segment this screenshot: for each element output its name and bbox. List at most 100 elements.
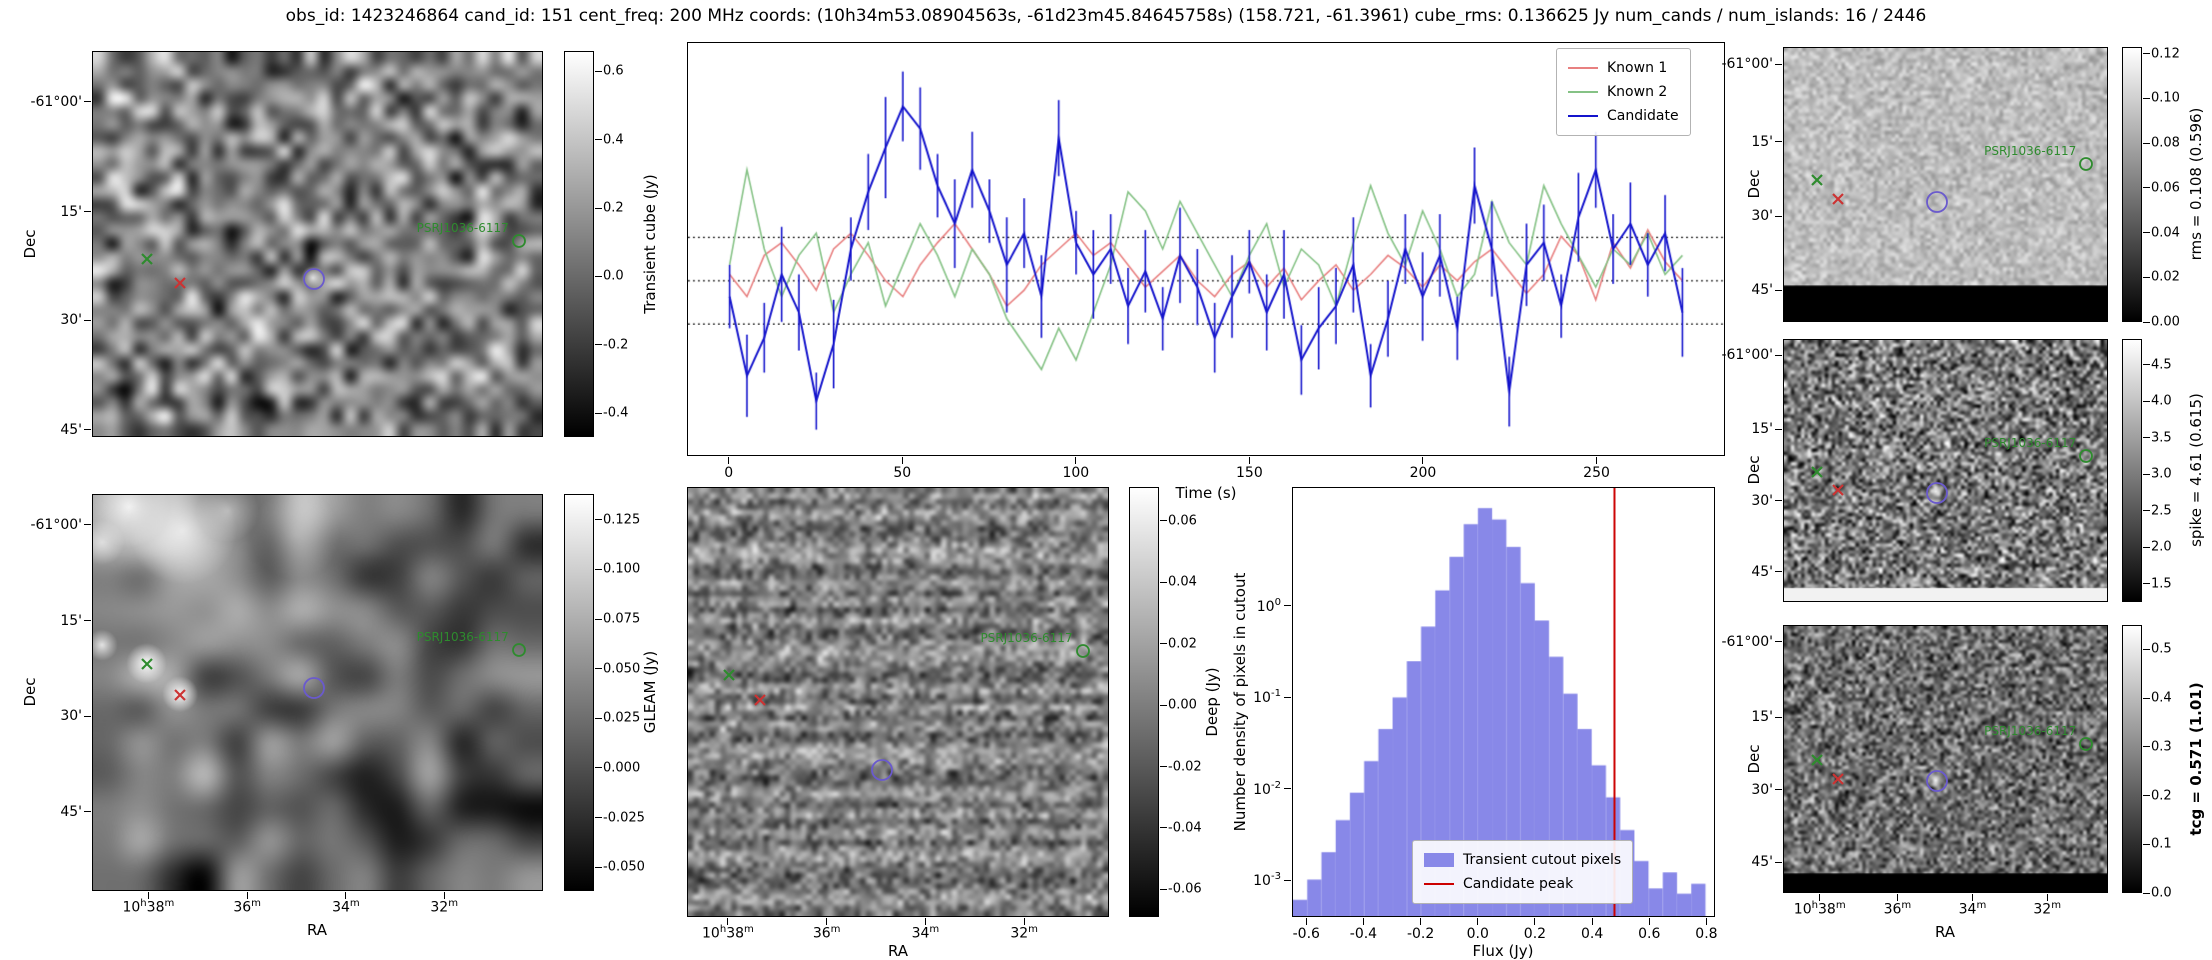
dec-tick-label: 30' [1751, 208, 1773, 225]
dec-tick-label: 45' [60, 803, 82, 820]
ra-tick-label: 32m [430, 898, 459, 916]
spike-colorbar-label: spike = 4.61 (0.615) [2187, 393, 2205, 547]
known1-x-marker [753, 693, 766, 706]
dec-axis-label-spike: Dec [1745, 455, 1763, 485]
candidate-circle-marker [303, 677, 325, 699]
catalog-source-label: PSRJ1036-6117 [1984, 435, 2077, 450]
colorbar-tick-label: 0.08 [2151, 135, 2180, 151]
flux-tick-label: -0.2 [1406, 926, 1435, 942]
tick-mark [826, 918, 828, 925]
tick-mark [1160, 704, 1167, 706]
time-axis-label: Time (s) [1175, 484, 1237, 502]
ra-tick-label: 32m [1010, 924, 1038, 942]
known2-x-marker [140, 658, 153, 670]
colorbar-tick-label: 0.02 [1168, 636, 1197, 652]
spike-colorbar [2122, 339, 2142, 602]
tick-mark [1775, 861, 1782, 863]
time-tick-label: 0 [724, 465, 734, 481]
colorbar-tick-label: 0.2 [603, 200, 624, 216]
tick-mark [1284, 696, 1291, 698]
tick-mark [2143, 276, 2150, 278]
tick-mark [1284, 605, 1291, 607]
flux-tick-label: 0.0 [1466, 926, 1489, 942]
colorbar-tick-label: 0.000 [603, 760, 641, 776]
tick-mark [1591, 918, 1593, 925]
legend-entry-candidate-peak: Candidate peak [1424, 872, 1621, 896]
flux-tick-label: 0.2 [1523, 926, 1547, 942]
colorbar-tick-label: 0.4 [603, 132, 624, 148]
tick-mark [2143, 697, 2150, 699]
known1-x-marker [174, 689, 187, 701]
tick-mark [595, 717, 602, 719]
gleam-colorbar-label: GLEAM (Jy) [641, 650, 659, 734]
ra-tick-label: 10h38m [701, 924, 754, 942]
legend-line-swatch [1568, 67, 1598, 69]
tick-mark [1160, 581, 1167, 583]
catalog-source-label: PSRJ1036-6117 [416, 220, 509, 235]
tick-mark [924, 918, 926, 925]
tick-mark [2143, 648, 2150, 650]
catalog-circle-marker [511, 642, 526, 657]
tick-mark [1284, 788, 1291, 790]
dec-tick-label: 30' [60, 708, 82, 725]
tick-mark [1362, 918, 1364, 925]
colorbar-tick-label: 0.050 [603, 661, 641, 677]
colorbar-tick-label: 0.2 [2151, 788, 2172, 804]
ra-tick-label: 32m [2033, 900, 2062, 918]
rms-cutout-panel: PSRJ1036-6117 [1783, 47, 2108, 322]
colorbar-tick-label: -0.025 [603, 810, 645, 826]
tick-mark [2143, 473, 2150, 475]
tick-mark [84, 211, 91, 213]
tick-mark [2143, 795, 2150, 797]
legend-label: Transient cutout pixels [1463, 852, 1622, 868]
dec-tick-label: 30' [1751, 781, 1773, 798]
transient-cube-cutout-panel: PSRJ1036-6117 [92, 51, 543, 437]
known2-x-marker [1810, 754, 1823, 766]
flux-axis-label: Flux (Jy) [1472, 942, 1534, 960]
tick-mark [1534, 918, 1536, 925]
dec-tick-label: -61°00' [30, 516, 82, 533]
candidate-circle-marker [1925, 481, 1948, 504]
tick-mark [2143, 892, 2150, 894]
flux-tick-label: -0.4 [1349, 926, 1378, 942]
tcg-colorbar-label: tcg = 0.571 (1.01) [2187, 682, 2205, 836]
tick-mark [595, 618, 602, 620]
colorbar-tick-label: 0.4 [2151, 690, 2172, 706]
tick-mark [2143, 232, 2150, 234]
tick-mark [1775, 500, 1782, 502]
tick-mark [1775, 789, 1782, 791]
known1-x-marker [174, 277, 187, 289]
catalog-circle-marker [1075, 644, 1090, 659]
tick-mark [84, 101, 91, 103]
tick-mark [1160, 643, 1167, 645]
tick-mark [1596, 457, 1598, 464]
ra-tick-label: 36m [233, 898, 261, 916]
dec-tick-label: 45' [1751, 563, 1773, 580]
tick-mark [1305, 918, 1307, 925]
colorbar-tick-label: -0.050 [603, 859, 645, 875]
flux-tick-label: -0.6 [1292, 926, 1320, 942]
tick-mark [1775, 63, 1782, 65]
tick-mark [1775, 354, 1782, 356]
tick-mark [595, 866, 602, 868]
tick-mark [84, 319, 91, 321]
known2-x-marker [1810, 174, 1823, 186]
gleam-cutout-image [93, 495, 542, 890]
tick-mark [728, 457, 730, 464]
dec-tick-label: 45' [1751, 282, 1773, 299]
tick-mark [2143, 437, 2150, 439]
colorbar-tick-label: 0.025 [603, 710, 641, 726]
dec-tick-label: 45' [60, 421, 82, 438]
tick-mark [595, 412, 602, 414]
time-tick-label: 250 [1583, 465, 1610, 481]
tick-mark [84, 811, 91, 813]
tick-mark [595, 519, 602, 521]
catalog-circle-marker [2079, 737, 2094, 751]
colorbar-tick-label: 0.0 [603, 268, 624, 284]
time-tick-label: 100 [1062, 465, 1090, 481]
tick-mark [1775, 141, 1782, 143]
colorbar-tick-label: 0.0 [2151, 885, 2172, 901]
tick-mark [1775, 641, 1782, 643]
tick-mark [1160, 766, 1167, 767]
